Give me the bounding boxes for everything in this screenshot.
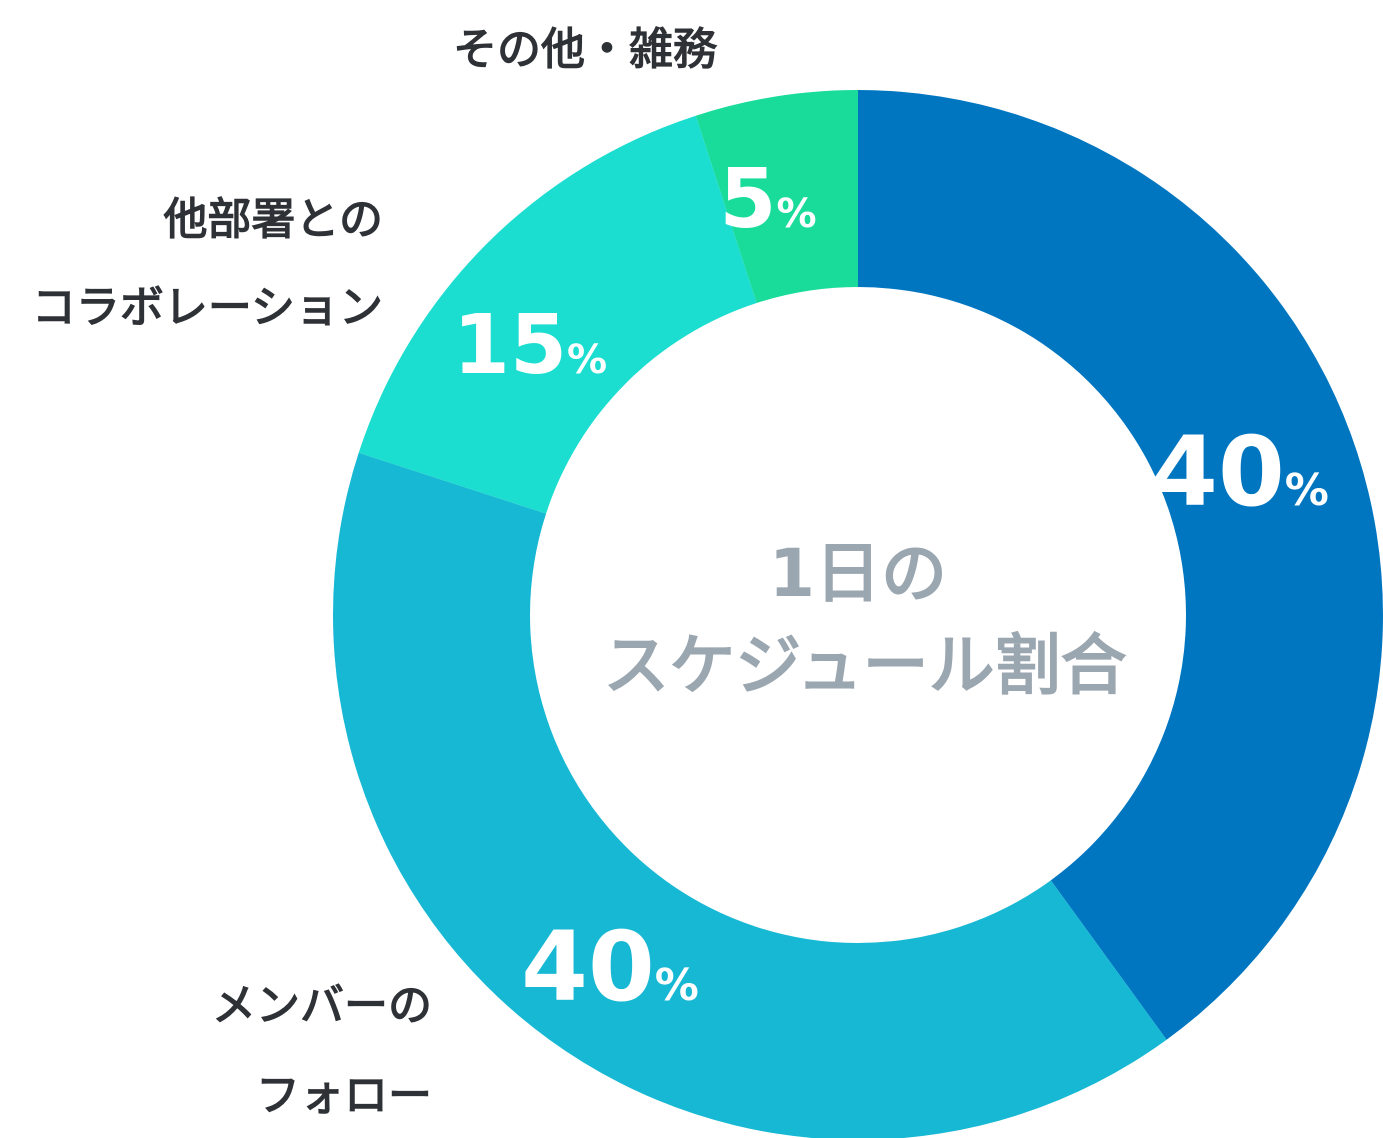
- category-label-3-line-1: 他部署との: [162, 194, 383, 245]
- donut-segment-1: [858, 90, 1383, 1040]
- center-title: 1日の スケジュール割合: [603, 535, 1126, 704]
- value-labels: 40% 40% 15% 5%: [453, 152, 1329, 1023]
- segment-value-label-3: 15%: [453, 298, 607, 393]
- donut-segments: [333, 90, 1383, 1138]
- category-label-3-line-2: コラボレーション: [32, 282, 383, 333]
- category-label-4-line-1: その他・雑務: [453, 24, 718, 75]
- center-title-line-2: スケジュール割合: [603, 627, 1126, 704]
- segment-value-label-1: 40%: [1151, 416, 1329, 528]
- center-title-line-1: 1日の: [769, 535, 947, 612]
- category-label-2-line-1: メンバーの: [212, 980, 432, 1031]
- donut-segment-3: [358, 115, 757, 514]
- segment-value-label-4: 5%: [719, 152, 816, 247]
- category-label-2-line-2: フォロー: [256, 1070, 432, 1121]
- donut-segment-4: [695, 90, 858, 304]
- donut-segment-2: [333, 452, 1167, 1138]
- segment-value-label-2: 40%: [521, 911, 699, 1023]
